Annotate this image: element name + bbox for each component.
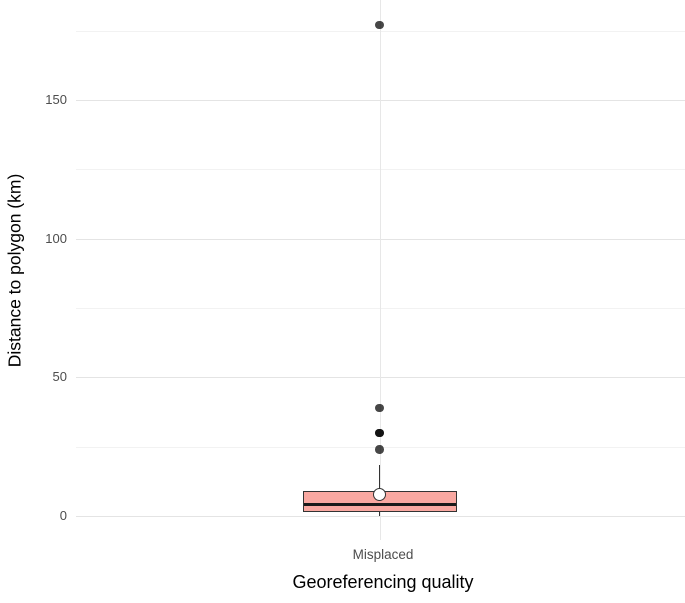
y-tick-label: 0 xyxy=(59,508,67,523)
median-line xyxy=(303,502,456,506)
lower-whisker xyxy=(379,511,380,516)
x-axis-title: Georeferencing quality xyxy=(292,572,474,592)
y-axis-title: Distance to polygon (km) xyxy=(4,173,25,367)
outlier-point xyxy=(375,428,384,438)
outlier-point xyxy=(375,20,384,30)
mean-point xyxy=(373,488,386,502)
y-tick-label: 150 xyxy=(45,92,67,107)
outlier-point xyxy=(375,403,384,413)
gridline-major xyxy=(76,516,685,517)
y-tick-label: 50 xyxy=(52,369,67,385)
outlier-point xyxy=(375,445,384,454)
gridline-vertical-category xyxy=(379,0,381,540)
y-axis-title-wrap: Distance to polygon (km) xyxy=(0,0,30,540)
gridline-minor xyxy=(76,169,685,171)
x-tick-label-misplaced: Misplaced xyxy=(352,547,414,562)
gridline-minor xyxy=(76,308,685,309)
gridline-minor xyxy=(76,30,685,32)
gridline-major xyxy=(76,377,685,379)
gridline-major xyxy=(76,238,685,240)
upper-whisker xyxy=(379,464,380,491)
y-tick-label: 100 xyxy=(45,230,67,246)
gridline-major xyxy=(76,100,685,101)
